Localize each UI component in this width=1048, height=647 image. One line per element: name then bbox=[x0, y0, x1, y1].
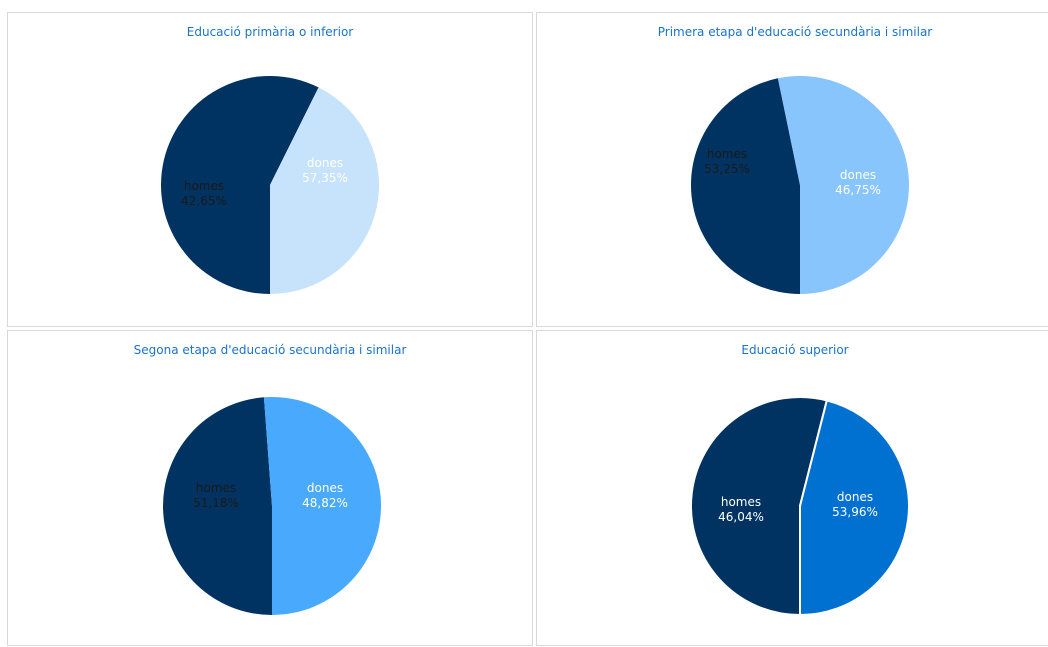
slice-name-label: dones bbox=[307, 481, 343, 495]
chart-title: Segona etapa d'educació secundària i sim… bbox=[133, 343, 407, 357]
slice-name-label: homes bbox=[196, 481, 236, 495]
chart-panel: Segona etapa d'educació secundària i sim… bbox=[7, 330, 533, 646]
chart-panel: Educació primària o inferior dones 57,35%… bbox=[7, 12, 533, 327]
slice-name-label: dones bbox=[307, 156, 343, 170]
chart-title: Educació primària o inferior bbox=[186, 25, 354, 39]
slice-name-label: dones bbox=[840, 168, 876, 182]
pie-slice-homes[interactable] bbox=[799, 399, 910, 616]
slice-value-label: 53,96% bbox=[832, 505, 878, 519]
pie-slice-homes[interactable] bbox=[777, 76, 909, 294]
pie-slice-dones[interactable] bbox=[689, 396, 828, 616]
chart-panel: Primera etapa d'educació secundària i si… bbox=[536, 12, 1048, 327]
slice-name-label: homes bbox=[721, 495, 761, 509]
pie-slice-homes[interactable] bbox=[270, 87, 379, 294]
slice-value-label: 53,25% bbox=[704, 162, 750, 176]
pie-slice-dones[interactable] bbox=[690, 78, 800, 294]
chart-panel: Educació superior dones 53,96% homes 46,04% bbox=[536, 330, 1048, 646]
chart-title: Primera etapa d'educació secundària i si… bbox=[657, 25, 933, 39]
slice-value-label: 57,35% bbox=[302, 171, 348, 185]
pie-slice-dones[interactable] bbox=[163, 397, 272, 615]
chart-title: Educació superior bbox=[741, 343, 849, 357]
slice-value-label: 46,75% bbox=[835, 183, 881, 197]
pie-slice-dones[interactable] bbox=[160, 75, 319, 295]
slice-name-label: homes bbox=[184, 179, 224, 193]
slice-value-label: 48,82% bbox=[302, 496, 348, 510]
slice-name-label: dones bbox=[837, 490, 873, 504]
slice-value-label: 46,04% bbox=[718, 510, 764, 524]
slice-name-label: homes bbox=[707, 147, 747, 161]
slice-value-label: 42,65% bbox=[181, 194, 227, 208]
pie-slice-homes[interactable] bbox=[263, 397, 382, 615]
slice-value-label: 51,18% bbox=[193, 496, 239, 510]
